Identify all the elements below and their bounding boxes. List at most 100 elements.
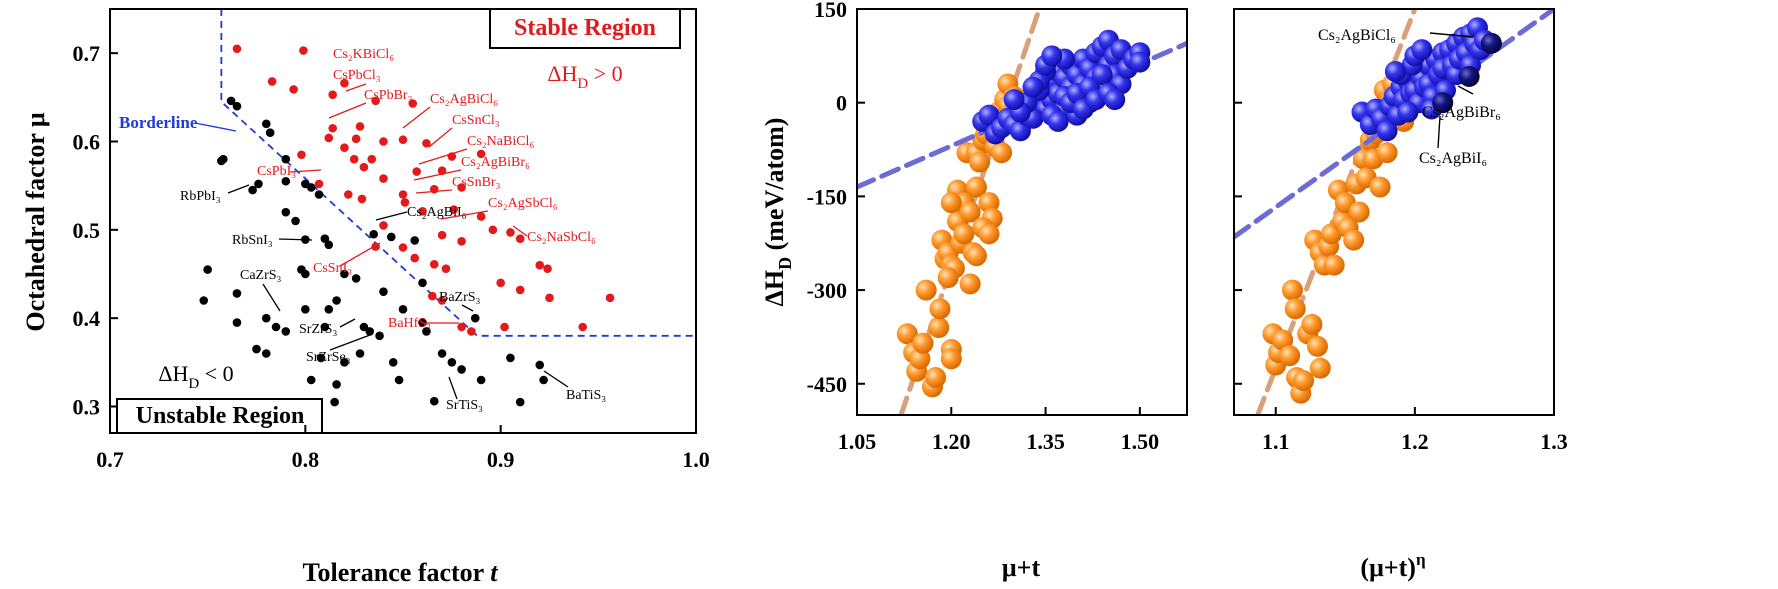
unstable-point xyxy=(470,313,480,323)
label-cazrs3: CaZrS₃ xyxy=(240,268,282,283)
unstable-point xyxy=(422,327,431,336)
unstable-point xyxy=(281,327,291,336)
panel-b-frame xyxy=(856,8,1188,416)
stable-point xyxy=(515,285,525,295)
unstable-point xyxy=(476,375,486,385)
panel-b-ytick-label: -450 xyxy=(807,372,847,397)
panel-a-ytick-label: 0.6 xyxy=(73,130,101,155)
unstable-point xyxy=(291,216,300,226)
orange-bubble xyxy=(978,223,1000,245)
label-srzrs3: SrZrS₃ xyxy=(299,322,337,337)
panel-c-labels: Cs₂AgBiCl₆ Cs₂AgBiBr₆ Cs₂AgBiI₆ xyxy=(1318,27,1501,167)
blue-bubble xyxy=(1091,64,1113,86)
panel-c-xlabel: (μ+t)η xyxy=(1360,550,1425,582)
label-cssncl3: CsSnCl₃ xyxy=(452,113,500,128)
unstable-point xyxy=(351,274,361,283)
label-c-cs2agbibr6: Cs₂AgBiBr₆ xyxy=(1422,104,1501,121)
orange-bubble xyxy=(1309,357,1331,379)
stable-point xyxy=(506,228,515,237)
stable-point xyxy=(467,327,476,336)
orange-bubble xyxy=(959,201,981,223)
unstable-point xyxy=(301,269,310,279)
blue-bubble xyxy=(1022,76,1044,98)
stable-point xyxy=(535,260,545,270)
label-cspbi3: CsPbI₃ xyxy=(257,164,296,179)
panel-c-frame xyxy=(1233,8,1555,416)
panel-b-xtick-label: 1.20 xyxy=(932,429,971,454)
stable-point xyxy=(412,167,421,176)
blue-bubble xyxy=(1411,39,1433,61)
unstable-point xyxy=(418,318,427,327)
panel-c-xtick-label: 1.1 xyxy=(1262,429,1290,454)
orange-bubble xyxy=(969,151,991,173)
orange-bubble xyxy=(959,273,981,295)
stable-point xyxy=(355,122,365,131)
unstable-point xyxy=(281,207,291,217)
stable-point xyxy=(371,96,380,106)
stable-point xyxy=(398,135,408,145)
label-arrows xyxy=(227,83,569,400)
orange-bubble xyxy=(915,279,937,301)
unstable-point xyxy=(379,287,388,296)
panel-b-plot-area xyxy=(857,9,1187,415)
panel-b-ylabel: ΔHD (meV/atom) xyxy=(760,118,795,307)
unstable-point xyxy=(271,322,281,332)
panel-b-xlabel: μ+t xyxy=(1002,553,1041,582)
stable-point xyxy=(340,143,349,152)
panel-b-xtick-label: 1.50 xyxy=(1121,429,1160,454)
unstable-point xyxy=(340,358,349,367)
orange-bubble xyxy=(896,323,918,345)
panel-a-xtick-label: 0.8 xyxy=(292,447,320,472)
panel-b-xtick-label: 1.05 xyxy=(838,429,877,454)
unstable-point xyxy=(506,353,515,363)
label-cs2nasbcl6: Cs₂NaSbCl₆ xyxy=(527,230,596,245)
stable-point xyxy=(314,179,324,189)
unstable-point xyxy=(265,128,275,137)
unstable-point xyxy=(394,375,404,385)
orange-bubble xyxy=(940,348,962,370)
label-srtis3: SrTiS₃ xyxy=(446,398,483,413)
borderline xyxy=(220,9,696,337)
label-cs2agbii6: Cs₂AgBiI₆ xyxy=(407,205,467,220)
unstable-point xyxy=(340,269,349,279)
stable-point xyxy=(418,206,427,216)
blue-bubble xyxy=(1047,110,1069,132)
unstable-point xyxy=(261,349,271,358)
panel-a-xtick-label: 0.7 xyxy=(96,447,124,472)
blue-bubble xyxy=(1397,101,1419,123)
stable-point xyxy=(578,322,588,332)
label-cs2agsbcl6: Cs₂AgSbCl₆ xyxy=(488,196,558,211)
label-batis3: BaTiS₃ xyxy=(566,388,606,403)
unstable-point xyxy=(203,265,212,274)
label-srzrse3: SrZrSe₃ xyxy=(306,350,351,365)
unstable-point xyxy=(437,349,447,358)
unstable-point xyxy=(261,313,271,323)
unstable-point xyxy=(314,190,324,199)
panel-c-plot-area xyxy=(1234,9,1554,415)
stable-point xyxy=(357,194,367,204)
stable-point xyxy=(349,154,359,164)
stable-point xyxy=(429,259,439,269)
label-cs2agbibr6: Cs₂AgBiBr₆ xyxy=(461,155,530,170)
orange-bubble xyxy=(1369,176,1391,198)
unstable-point xyxy=(232,318,242,327)
label-cssnbr3: CsSnBr₃ xyxy=(452,175,501,190)
label-c-cs2agbii6: Cs₂AgBiI₆ xyxy=(1419,150,1487,167)
panel-b-ytick-label: 0 xyxy=(836,91,847,116)
label-cs2agbicl6: Cs₂AgBiCl₆ xyxy=(430,92,498,107)
panel-c: 1.1 1.2 1.3 (μ+t)η Cs₂AgBiCl₆ Cs₂AgBiBr₆ C… xyxy=(1233,8,1568,582)
stable-point xyxy=(437,230,447,240)
stable-point xyxy=(232,44,242,54)
orange-bubble xyxy=(978,192,1000,214)
stable-point xyxy=(428,291,437,301)
stable-point xyxy=(289,85,298,94)
blue-bubble xyxy=(1384,60,1406,82)
stable-point xyxy=(379,221,388,230)
highlight-bubble xyxy=(1432,92,1454,114)
stable-point xyxy=(410,253,420,263)
panel-c-xtick-label: 1.2 xyxy=(1401,429,1429,454)
stable-point xyxy=(297,150,306,160)
unstable-point xyxy=(199,296,209,305)
unstable-point xyxy=(359,322,369,332)
